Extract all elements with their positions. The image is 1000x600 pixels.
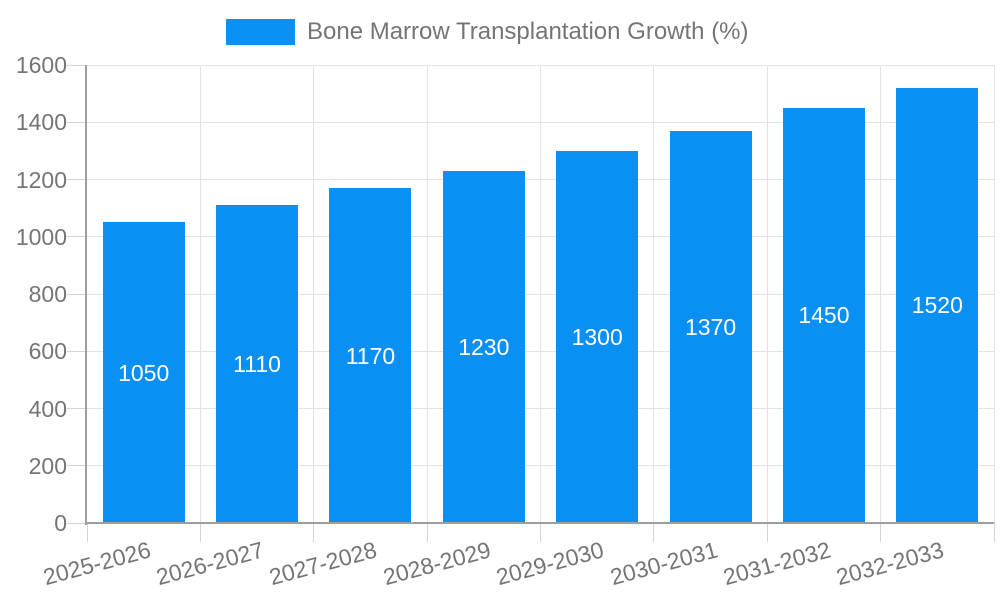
bar-value-label: 1170 (345, 342, 396, 369)
bar-2026-2027[interactable] (216, 205, 299, 523)
bar-2032-2033[interactable] (896, 87, 979, 523)
bar-2027-2028[interactable] (329, 188, 412, 523)
gridline-vertical (880, 65, 882, 523)
y-axis-tick (67, 522, 87, 524)
y-axis-tick-label: 1600 (15, 52, 67, 78)
legend-label: Bone Marrow Transplantation Growth (%) (307, 18, 749, 45)
bar-value-label: 1050 (118, 359, 170, 386)
x-axis-tick (540, 523, 541, 542)
bar-2025-2026[interactable] (102, 222, 185, 523)
gridline-vertical (199, 65, 201, 523)
y-axis-tick-label: 0 (54, 510, 67, 536)
x-axis-tick (313, 523, 315, 542)
y-axis-tick (67, 293, 87, 295)
bar-2031-2032[interactable] (782, 107, 865, 523)
bar-2029-2030[interactable] (556, 150, 639, 523)
y-axis-tick (67, 408, 87, 409)
bar-value-label: 1370 (684, 313, 737, 340)
gridline-vertical (540, 65, 541, 523)
bar-value-label: 1450 (798, 302, 850, 329)
y-axis-line (85, 65, 87, 525)
gridline-vertical (313, 65, 315, 523)
bar-value-label: 1520 (911, 292, 963, 319)
y-axis-tick (67, 465, 87, 467)
y-axis-tick (67, 64, 87, 66)
y-axis-tick-label: 1000 (15, 223, 67, 250)
y-axis-tick-label: 800 (28, 281, 67, 307)
x-axis-tick (993, 523, 995, 542)
gridline-vertical (766, 65, 768, 523)
y-axis-tick-label: 1400 (15, 109, 67, 136)
y-axis-tick-label: 1200 (15, 166, 67, 193)
legend-swatch-icon (226, 19, 295, 45)
gridline-vertical (653, 65, 655, 523)
y-axis-tick (67, 121, 87, 123)
y-axis-tick-label: 400 (28, 395, 67, 422)
x-axis-tick (86, 523, 88, 542)
y-axis-tick (67, 236, 87, 238)
bar-value-label: 1230 (458, 333, 510, 360)
x-axis-tick (653, 523, 655, 542)
y-axis-tick-label: 200 (28, 452, 67, 479)
x-axis-tick (766, 523, 768, 542)
bar-2028-2029[interactable] (442, 170, 525, 523)
bar-value-label: 1110 (233, 351, 281, 378)
gridline-vertical (993, 65, 995, 523)
bar-value-label: 1300 (571, 323, 623, 350)
y-axis-tick-label: 600 (28, 338, 67, 365)
x-axis-tick (199, 523, 201, 542)
x-axis-line (87, 522, 994, 524)
x-axis-tick (426, 523, 428, 542)
x-axis-tick (880, 523, 882, 542)
gridline-vertical (426, 65, 428, 523)
y-axis-tick (67, 179, 87, 180)
chart-legend[interactable]: Bone Marrow Transplantation Growth (%) (226, 19, 749, 45)
bar-2030-2031[interactable] (669, 130, 752, 523)
y-axis-tick (67, 350, 87, 352)
